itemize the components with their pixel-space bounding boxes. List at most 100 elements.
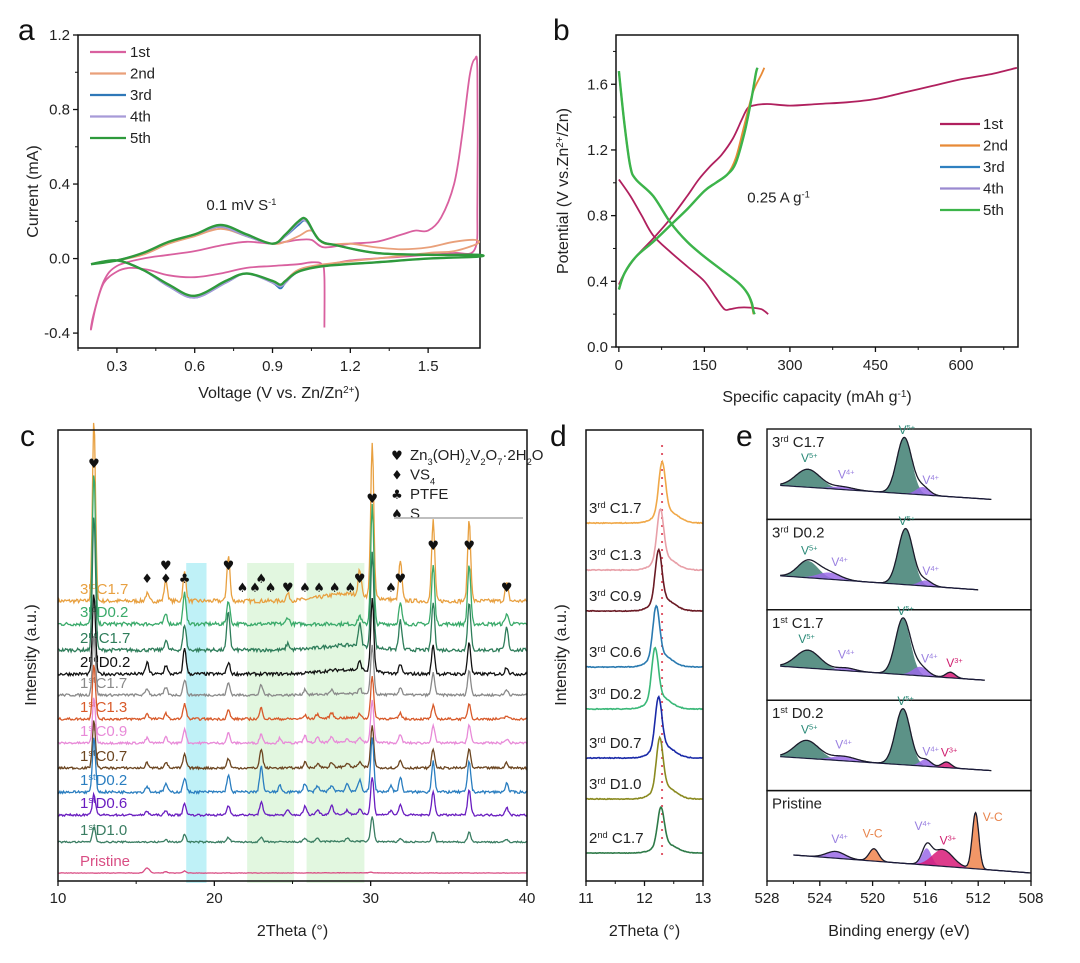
trace-label-part: 3 <box>80 581 88 598</box>
trace-label-part: rd <box>597 588 605 598</box>
rate-annotation-part: 0.1 mV S <box>206 197 268 214</box>
x-tick-label: 516 <box>913 890 938 907</box>
trace-label-part: st <box>88 822 96 832</box>
component-label-part: V <box>897 694 905 708</box>
x-tick-label: 300 <box>777 357 802 374</box>
panel-label-e: e <box>736 420 753 453</box>
x-tick-label: 11 <box>578 890 594 907</box>
trace-label-part: C1.3 <box>96 699 128 716</box>
x-tick-label: 528 <box>754 890 779 907</box>
peak-marker: ♥ <box>160 559 172 574</box>
peak-marker: ♠ <box>345 581 357 596</box>
component-area-V5+ <box>780 469 992 500</box>
highlight-band <box>247 563 295 883</box>
trace-label-part: rd <box>597 686 605 696</box>
xrd-trace-3rdD0.2 <box>57 475 528 629</box>
component-label-part: 4+ <box>923 819 931 828</box>
x-axis-label: Specific capacity (mAh g-1) <box>722 389 911 407</box>
subpanel-label-part: C1.7 <box>789 434 825 451</box>
trace-label-part: C0.7 <box>96 748 128 765</box>
trace-label-part: D0.6 <box>96 795 128 812</box>
component-label-part: 4+ <box>930 564 938 573</box>
x-axis-label: 2Theta (°) <box>257 923 328 940</box>
component-label-part: V <box>831 832 839 846</box>
rate-annotation: 0.25 A g-1 <box>747 189 810 206</box>
trace-label-part: D0.2 <box>97 604 129 621</box>
series-line-1st-discharge <box>618 178 769 315</box>
trace-label-part: st <box>88 723 96 733</box>
legend-symbol: ♦ <box>391 469 403 484</box>
series-line-5th-discharge <box>617 70 756 315</box>
x-axis-label-part: -1 <box>898 389 907 400</box>
component-label: V4+ <box>835 737 852 752</box>
legend-label-part: (OH) <box>433 447 466 464</box>
panel-b: b 0.0 0.4 0.8 1.2 1.6 0 150 300 450 600 Specific ca… <box>553 14 1019 407</box>
legend-label: 2nd <box>130 66 155 83</box>
series-line-5th-charge <box>617 67 759 290</box>
legend-label-part: S <box>410 506 420 523</box>
trace-label-part: nd <box>88 654 98 664</box>
x-tick-label: 30 <box>362 890 379 907</box>
legend-label: 3rd <box>130 87 152 104</box>
trace-label: 3rd C0.9 <box>589 588 641 605</box>
component-label-part: V <box>801 451 809 465</box>
peak-marker: ♥ <box>366 492 378 507</box>
trace-label-part: C1.7 <box>97 581 129 598</box>
y-tick-label: 1.2 <box>49 27 70 44</box>
y-tick-label: -0.4 <box>44 325 70 342</box>
trace-label-part: C1.7 <box>608 830 644 847</box>
trace-label: 3rd C0.6 <box>589 644 641 661</box>
trace-label-part: D0.2 <box>96 772 128 789</box>
component-label: V4+ <box>922 564 939 579</box>
peak-marker: ♥ <box>463 539 475 554</box>
legend-label: 1st <box>130 44 151 61</box>
legend-symbol: ♠ <box>391 508 403 523</box>
trace-label: 1stD1.0 <box>80 822 127 839</box>
x-axis-label: 2Theta (°) <box>609 923 680 940</box>
xrd-trace-3rd D1.0 <box>585 735 703 801</box>
x-tick-label: 0.6 <box>184 358 205 375</box>
x-axis-label-part: ) <box>354 385 359 402</box>
trace-label-part: C0.9 <box>606 588 642 605</box>
xrd-trace-3rd C1.3 <box>585 507 704 572</box>
component-label: V4+ <box>915 819 932 834</box>
trace-label-part: 2 <box>589 830 597 847</box>
trace-label: 1stC0.9 <box>80 723 127 740</box>
component-label: V5+ <box>798 631 815 646</box>
trace-label-part: 3 <box>589 500 597 517</box>
peak-marker: ♥ <box>427 539 439 554</box>
background-line <box>793 854 1029 874</box>
trace-label-part: C1.7 <box>96 675 128 692</box>
x-axis-label-part: Voltage (V vs. Zn/Zn <box>198 385 343 402</box>
rate-annotation-part: 0.25 A g <box>747 189 801 206</box>
x-tick-label: 508 <box>1018 890 1043 907</box>
component-label-part: 5+ <box>809 451 817 460</box>
component-label: V-C <box>863 826 883 840</box>
legend-label-part: 2 <box>527 457 532 467</box>
component-label: V4+ <box>838 467 855 482</box>
component-label: V4+ <box>838 647 855 662</box>
x-axis-label: Binding energy (eV) <box>828 923 969 940</box>
legend-label-part: VS <box>410 467 430 484</box>
component-label: V3+ <box>941 745 958 760</box>
x-axis-label-part: 2+ <box>343 385 355 396</box>
background-line <box>780 756 989 771</box>
xrd-trace-3rd C0.6 <box>585 604 703 669</box>
legend-label-part: PTFE <box>410 486 448 503</box>
component-label-part: 5+ <box>907 422 915 431</box>
component-label: V5+ <box>801 722 818 737</box>
y-axis-label: Intensity (a.u.) <box>553 604 570 705</box>
x-tick-label: 20 <box>206 890 223 907</box>
peak-marker: ♦ <box>141 572 153 587</box>
xrd-trace-1stD0.6 <box>58 777 528 818</box>
x-axis-label-part: Specific capacity (mAh g <box>722 389 897 406</box>
legend-label-part: 2 <box>480 457 485 467</box>
plot-frame <box>585 429 704 882</box>
component-label: V3+ <box>946 655 963 670</box>
xrd-trace-3rd C0.9 <box>586 547 703 613</box>
component-label-part: V <box>838 647 846 661</box>
xrd-trace-Pristine <box>58 867 528 874</box>
xrd-trace-1stC1.3 <box>57 664 528 722</box>
subpanel-label: 3rd C1.7 <box>772 434 824 451</box>
